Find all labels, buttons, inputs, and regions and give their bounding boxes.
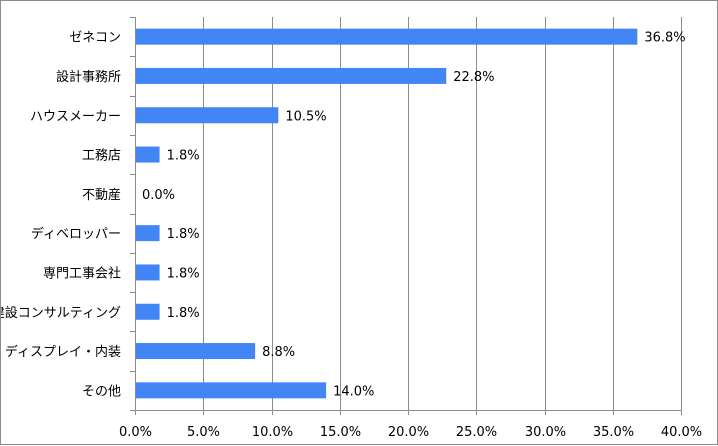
x-tick-label: 30.0%: [525, 425, 566, 440]
category-label: ゼネコン: [69, 31, 121, 46]
bar: [136, 67, 447, 84]
x-tick-label: 10.0%: [252, 425, 293, 440]
data-label: 1.8%: [167, 266, 200, 281]
data-label: 14.0%: [333, 384, 374, 399]
bar: [136, 28, 638, 45]
labels: 0.0% 5.0% 10.0% 15.0% 20.0% 25.0% 30.0% 35.0% 40…: [1, 31, 702, 440]
category-label: 建設コンサルティング: [1, 305, 121, 321]
bar: [136, 264, 160, 281]
bar: [136, 225, 160, 242]
data-label: 10.5%: [285, 109, 326, 124]
x-tick-label: 5.0%: [187, 425, 220, 440]
data-label: 36.8%: [644, 31, 685, 46]
category-label: 設計事務所: [56, 69, 121, 85]
bar: [136, 303, 160, 320]
category-label: その他: [82, 384, 121, 399]
bar: [136, 107, 279, 124]
bars: [136, 28, 638, 399]
x-tick-label: 20.0%: [388, 425, 429, 440]
category-label: 不動産: [82, 187, 121, 203]
bar: [136, 146, 160, 163]
data-label: 1.8%: [167, 149, 200, 164]
category-label: ハウスメーカー: [30, 109, 121, 124]
x-tick-label: 25.0%: [456, 425, 497, 440]
x-tick-label: 0.0%: [119, 425, 152, 440]
data-label: 8.8%: [262, 345, 295, 360]
category-label: 専門工事会社: [43, 265, 121, 281]
category-label: ディベロッパー: [31, 226, 121, 242]
data-label: 0.0%: [142, 188, 175, 203]
axes: [130, 17, 682, 415]
data-label: 1.8%: [167, 227, 200, 242]
bar: [136, 343, 256, 360]
data-label: 1.8%: [167, 306, 200, 321]
category-label: 工務店: [82, 149, 121, 164]
x-tick-label: 35.0%: [593, 425, 634, 440]
x-tick-label: 40.0%: [661, 425, 702, 440]
data-label: 22.8%: [453, 70, 494, 85]
bar: [136, 382, 327, 399]
x-tick-label: 15.0%: [320, 425, 361, 440]
category-label: ディスプレイ・内装: [5, 344, 121, 360]
